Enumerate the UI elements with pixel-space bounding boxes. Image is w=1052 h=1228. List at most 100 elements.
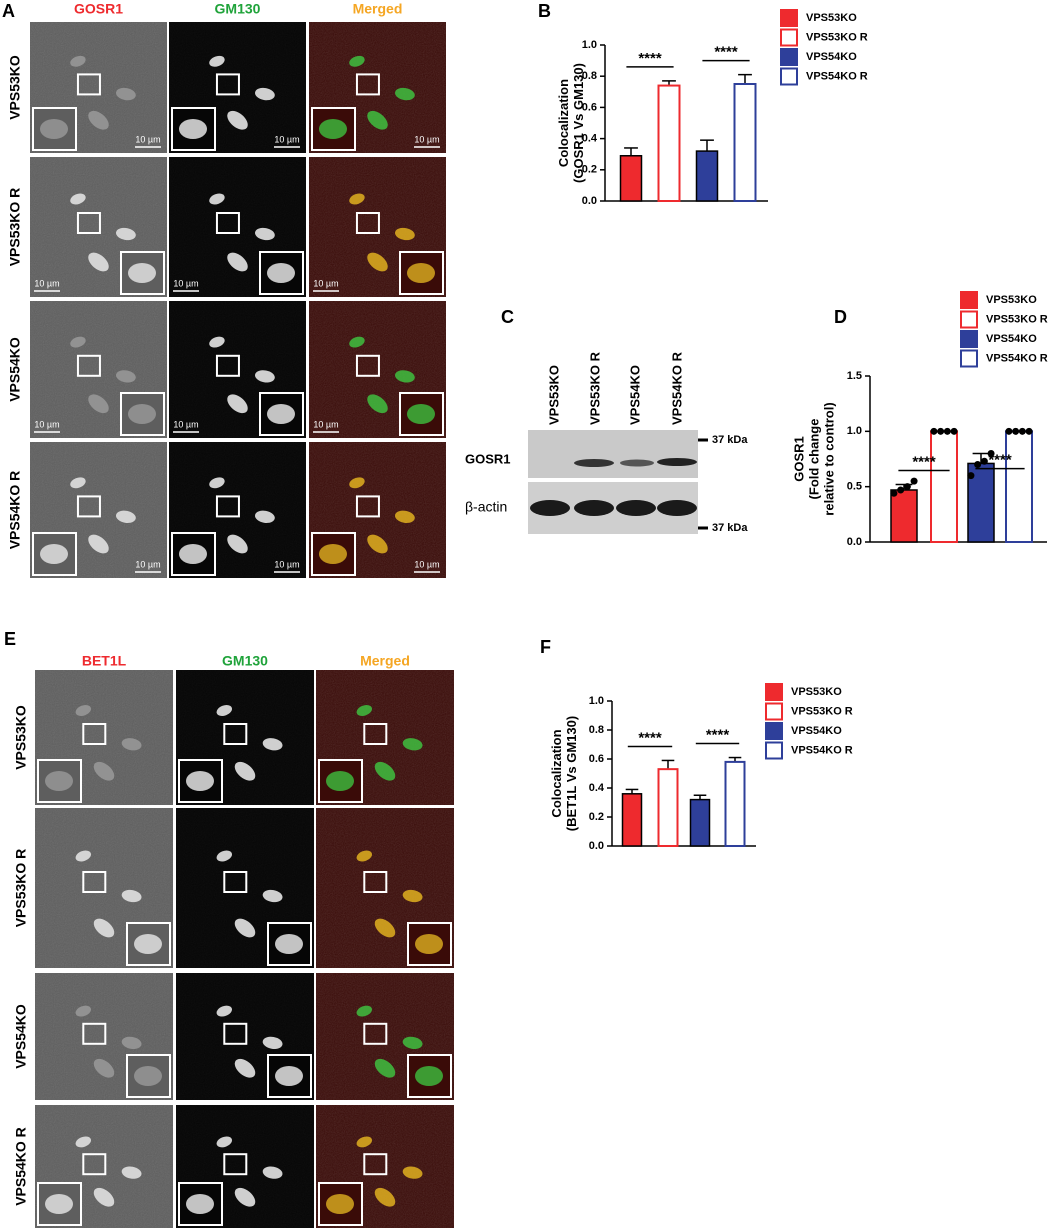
roi-box xyxy=(82,1153,107,1176)
bar xyxy=(733,83,757,202)
y-axis-label: Colocalization xyxy=(549,729,564,817)
legend-label: VPS53KO R xyxy=(791,705,853,717)
legend-swatch xyxy=(960,349,978,368)
golgi xyxy=(70,477,86,489)
bar xyxy=(657,768,679,848)
golgi xyxy=(374,1058,396,1078)
golgi xyxy=(121,1036,142,1050)
roi-box xyxy=(76,73,101,96)
golgi xyxy=(209,336,225,348)
inset-golgi xyxy=(179,119,207,139)
bar xyxy=(657,84,681,202)
golgi xyxy=(374,1187,396,1207)
scale-bar-label: 10 µm xyxy=(173,419,198,429)
roi-box xyxy=(215,73,240,96)
golgi xyxy=(216,1005,233,1017)
data-point xyxy=(987,449,995,457)
inset-golgi xyxy=(186,1194,214,1214)
data-point xyxy=(980,457,988,465)
y-axis-label: (GOSR1 Vs GM130) xyxy=(571,63,586,183)
golgi xyxy=(216,705,233,716)
roi-box xyxy=(76,212,101,234)
y-tick-label: 0.6 xyxy=(589,753,604,765)
legend-label: VPS54KO xyxy=(791,725,842,737)
legend-swatch xyxy=(780,48,798,66)
golgi xyxy=(394,370,415,383)
legend-swatch xyxy=(765,722,783,740)
golgi xyxy=(262,738,283,751)
row-label: VPS53KO xyxy=(7,55,23,120)
row-label: VPS53KO xyxy=(13,705,29,770)
legend-label: VPS54KO xyxy=(806,51,857,63)
golgi xyxy=(70,55,86,67)
data-point xyxy=(903,483,911,491)
y-tick-label: 1.5 xyxy=(847,370,862,382)
data-point xyxy=(910,477,918,485)
golgi xyxy=(70,193,86,205)
golgi xyxy=(115,510,136,523)
legend-swatch xyxy=(780,28,798,47)
significance-label: **** xyxy=(714,44,738,61)
inset-golgi xyxy=(134,1066,162,1086)
data-point xyxy=(950,427,958,435)
golgi xyxy=(356,705,373,716)
golgi xyxy=(93,918,115,938)
significance-label: **** xyxy=(638,50,662,67)
roi-box xyxy=(82,1022,107,1045)
inset-golgi xyxy=(186,771,214,791)
roi-box xyxy=(76,495,101,518)
legend-swatch xyxy=(780,67,798,86)
column-title: GOSR1 xyxy=(74,1,123,17)
y-tick-label: 1.0 xyxy=(582,39,597,51)
band xyxy=(657,500,697,516)
golgi xyxy=(394,227,415,241)
inset-golgi xyxy=(407,263,435,283)
row-label: VPS54KO xyxy=(13,1004,29,1069)
inset xyxy=(259,251,304,295)
legend-swatch xyxy=(960,310,978,329)
inset-golgi xyxy=(319,119,347,139)
golgi xyxy=(75,1136,92,1148)
panel-label: D xyxy=(834,307,847,327)
bar xyxy=(619,155,643,202)
roi-box xyxy=(223,723,248,745)
roi-box xyxy=(363,1153,388,1176)
bar xyxy=(724,760,746,848)
inset-golgi xyxy=(326,771,354,791)
lane-label: VPS54KO R xyxy=(669,351,684,425)
inset-golgi xyxy=(267,404,295,424)
inset-golgi xyxy=(275,934,303,954)
golgi xyxy=(262,1036,283,1050)
y-tick-label: 0.4 xyxy=(582,133,598,145)
golgi xyxy=(254,510,275,523)
inset-golgi xyxy=(179,544,207,564)
blot xyxy=(528,430,698,478)
band xyxy=(620,459,654,467)
data-point xyxy=(890,489,898,497)
inset-golgi xyxy=(326,1194,354,1214)
legend-label: VPS53KO xyxy=(806,12,857,24)
data-point xyxy=(930,427,938,435)
y-axis-label: Colocalization xyxy=(556,79,571,167)
legend-swatch xyxy=(765,683,783,701)
legend-label: VPS54KO R xyxy=(986,352,1048,364)
data-point xyxy=(974,461,982,469)
golgi xyxy=(234,1187,256,1207)
band xyxy=(574,500,614,516)
y-axis-label: (Fold change xyxy=(806,419,821,500)
y-tick-label: 1.0 xyxy=(847,425,862,437)
scale-bar-label: 10 µm xyxy=(135,559,160,569)
scale-bar-label: 10 µm xyxy=(414,559,439,569)
golgi xyxy=(402,1036,423,1050)
y-tick-label: 0.0 xyxy=(582,195,597,207)
y-tick-label: 0.2 xyxy=(589,811,604,823)
row-label: VPS53KO R xyxy=(13,849,29,928)
legend-label: VPS53KO xyxy=(986,294,1037,306)
inset-golgi xyxy=(40,544,68,564)
golgi xyxy=(254,370,275,383)
panel-label: C xyxy=(501,307,514,327)
golgi xyxy=(374,918,396,938)
golgi xyxy=(367,394,388,414)
legend-label: VPS54KO R xyxy=(791,744,853,756)
inset-golgi xyxy=(415,934,443,954)
